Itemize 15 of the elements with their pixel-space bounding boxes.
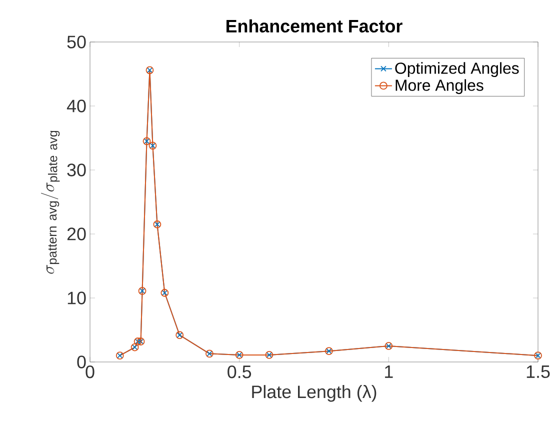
y-tick-label: 50 bbox=[67, 36, 86, 48]
chart-title: Enhancement Factor bbox=[226, 19, 402, 32]
legend-label: More Angles bbox=[396, 79, 484, 94]
y-tick-label: 20 bbox=[67, 228, 86, 240]
y-tick-label: 10 bbox=[68, 292, 86, 304]
legend-label: Optimized Angles bbox=[395, 62, 519, 78]
x-axis-title: Plate Length (λ) bbox=[252, 385, 376, 402]
x-tick-label: 1.5 bbox=[526, 366, 550, 378]
y-tick-label: 40 bbox=[66, 100, 86, 112]
x-tick-label: 1 bbox=[385, 366, 393, 378]
x-tick-label: 0 bbox=[86, 365, 94, 378]
x-tick-label: 0.5 bbox=[228, 365, 252, 378]
y-tick-label: 30 bbox=[67, 164, 86, 176]
y-axis-title: $\sigma_{\mathrm{pattern\ avg}}/\sigma_{\mathrm{plate\ avg}}$ bbox=[41, 130, 60, 274]
y-tick-label: 0 bbox=[77, 356, 86, 368]
